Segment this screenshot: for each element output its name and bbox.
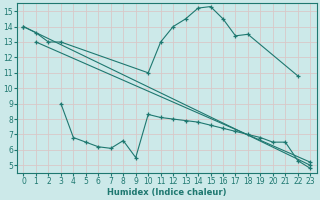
X-axis label: Humidex (Indice chaleur): Humidex (Indice chaleur) <box>107 188 227 197</box>
